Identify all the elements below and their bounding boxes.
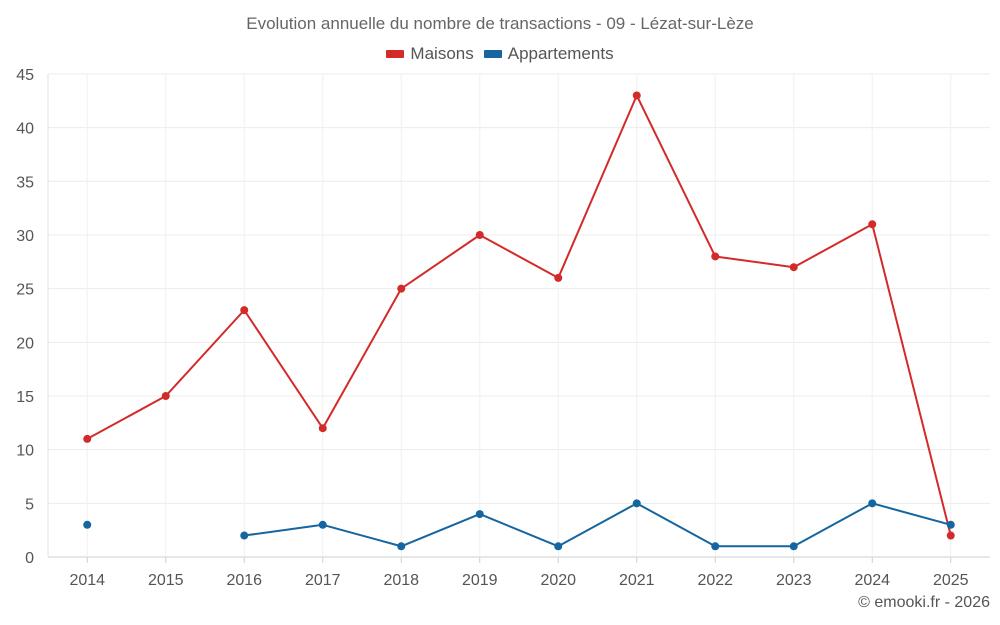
x-tick-label-2018: 2018	[383, 572, 419, 589]
y-tick-label-5: 5	[25, 496, 34, 513]
data-point-maisons-2019	[475, 231, 484, 239]
data-point-maisons-2018	[397, 284, 406, 293]
x-tick-label-2017: 2017	[305, 572, 341, 589]
legend-swatch-appartements	[483, 50, 502, 58]
x-tick-label-2019: 2019	[462, 572, 498, 589]
x-tick-label-2022: 2022	[697, 572, 733, 589]
y-tick-label-0: 0	[25, 550, 34, 567]
x-tick-label-2014: 2014	[69, 572, 105, 589]
legend-label-maisons: Maisons	[410, 44, 474, 63]
credit-text: © emooki.fr - 2026	[858, 594, 990, 611]
y-tick-label-40: 40	[16, 121, 34, 138]
x-tick-label-2015: 2015	[148, 572, 184, 589]
data-point-maisons-2015	[161, 392, 170, 400]
y-tick-label-30: 30	[16, 228, 34, 245]
legend-swatch-maisons	[386, 50, 405, 58]
x-tick-label-2023: 2023	[776, 572, 812, 589]
data-point-appartements-2016	[240, 531, 249, 540]
data-point-maisons-2020	[554, 273, 563, 282]
data-point-maisons-2021	[632, 91, 641, 100]
y-tick-label-10: 10	[16, 443, 34, 460]
data-point-appartements-2018	[397, 542, 406, 551]
data-point-appartements-2017	[318, 520, 327, 529]
x-tick-label-2025: 2025	[933, 572, 969, 589]
data-point-maisons-2016	[240, 306, 249, 315]
data-point-appartements-2025	[946, 520, 955, 529]
data-point-appartements-2014	[83, 520, 92, 529]
data-point-maisons-2022	[711, 252, 720, 261]
series-line-maisons	[86, 94, 952, 536]
y-tick-label-35: 35	[16, 174, 34, 191]
data-point-maisons-2023	[789, 263, 798, 272]
y-tick-label-45: 45	[16, 67, 34, 84]
x-tick-label-2020: 2020	[540, 572, 576, 589]
data-point-maisons-2024	[868, 220, 877, 229]
x-tick-label-2016: 2016	[226, 572, 262, 589]
chart-title: Evolution annuelle du nombre de transact…	[246, 14, 754, 33]
x-tick-label-2024: 2024	[854, 572, 890, 589]
data-point-maisons-2025	[946, 531, 955, 540]
data-point-appartements-2021	[632, 499, 641, 508]
data-point-maisons-2014	[83, 434, 92, 443]
data-point-appartements-2022	[711, 542, 720, 551]
legend-item-appartements[interactable]: Appartements	[483, 44, 614, 64]
data-point-appartements-2023	[789, 542, 798, 551]
y-tick-label-25: 25	[16, 282, 34, 299]
y-tick-label-20: 20	[16, 335, 34, 352]
data-point-appartements-2020	[554, 542, 563, 551]
y-tick-label-15: 15	[16, 389, 34, 406]
data-point-appartements-2019	[475, 510, 484, 519]
legend-label-appartements: Appartements	[507, 44, 614, 63]
data-point-maisons-2017	[318, 424, 327, 433]
legend-item-maisons[interactable]: Maisons	[386, 44, 474, 64]
legend: Maisons Appartements	[0, 44, 1000, 64]
data-point-appartements-2024	[868, 499, 877, 508]
x-tick-label-2021: 2021	[619, 572, 655, 589]
series-line-appartements-1	[244, 502, 952, 548]
